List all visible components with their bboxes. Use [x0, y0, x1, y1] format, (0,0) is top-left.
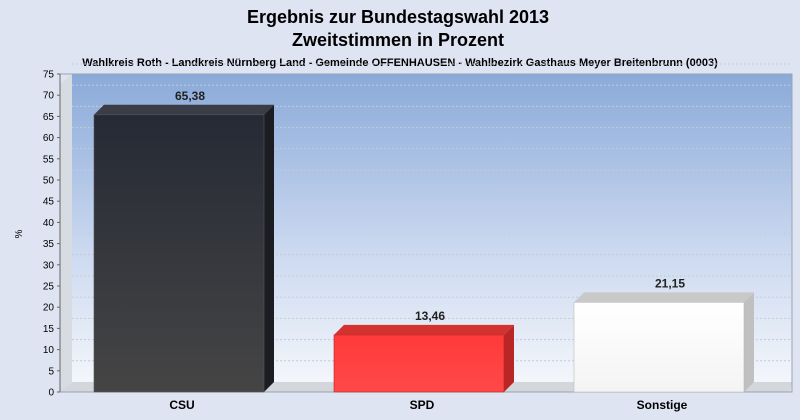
y-tick-label: 60	[43, 133, 55, 144]
bars: 65,38 13,46 21,15	[93, 89, 754, 393]
y-tick-label: 55	[43, 154, 55, 165]
bar-spd	[333, 324, 514, 393]
chart-title: Ergebnis zur Bundestagswahl 2013	[247, 7, 549, 27]
bar-top	[574, 292, 754, 303]
bar-csu	[93, 104, 274, 393]
y-tick-label: 35	[43, 239, 55, 250]
y-tick-label: 45	[43, 197, 55, 208]
bar-value-label: 13,46	[415, 309, 445, 323]
chart-description: Wahlkreis Roth - Landkreis Nürnberg Land…	[82, 57, 718, 69]
x-tick-label: CSU	[169, 398, 194, 412]
y-axis: 0 5 10 15 20 25 30 35 40 45 50 55 60 65 70 75	[43, 70, 61, 399]
y-tick-label: 50	[43, 176, 55, 187]
bar-side	[744, 292, 754, 392]
bar-front	[333, 334, 505, 393]
bar-sonstige	[573, 292, 754, 393]
bar-side	[264, 104, 274, 392]
plot-side-wall	[60, 74, 72, 392]
y-tick-label: 40	[43, 218, 55, 229]
x-tick-label: SPD	[410, 398, 435, 412]
x-tick-label: Sonstige	[637, 398, 688, 412]
x-axis: CSU SPD Sonstige	[169, 398, 687, 412]
bar-front	[93, 114, 265, 393]
y-tick-label: 25	[43, 282, 55, 293]
y-tick-label: 15	[43, 324, 55, 335]
y-tick-label: 30	[43, 260, 55, 271]
y-tick-label: 5	[48, 366, 54, 377]
bar-side	[504, 324, 514, 392]
chart-subtitle: Zweitstimmen in Prozent	[292, 30, 504, 50]
bar-front	[573, 302, 745, 393]
y-tick-label: 0	[48, 388, 54, 399]
y-tick-label: 70	[43, 91, 55, 102]
bar-top	[94, 104, 274, 115]
bar-top	[334, 324, 514, 335]
y-tick-label: 10	[43, 345, 55, 356]
y-tick-label: 65	[43, 112, 55, 123]
y-tick-label: 20	[43, 303, 55, 314]
y-axis-label: %	[14, 229, 25, 238]
bar-value-label: 65,38	[175, 89, 205, 103]
bar-value-label: 21,15	[655, 276, 685, 290]
y-tick-label: 75	[43, 70, 55, 81]
